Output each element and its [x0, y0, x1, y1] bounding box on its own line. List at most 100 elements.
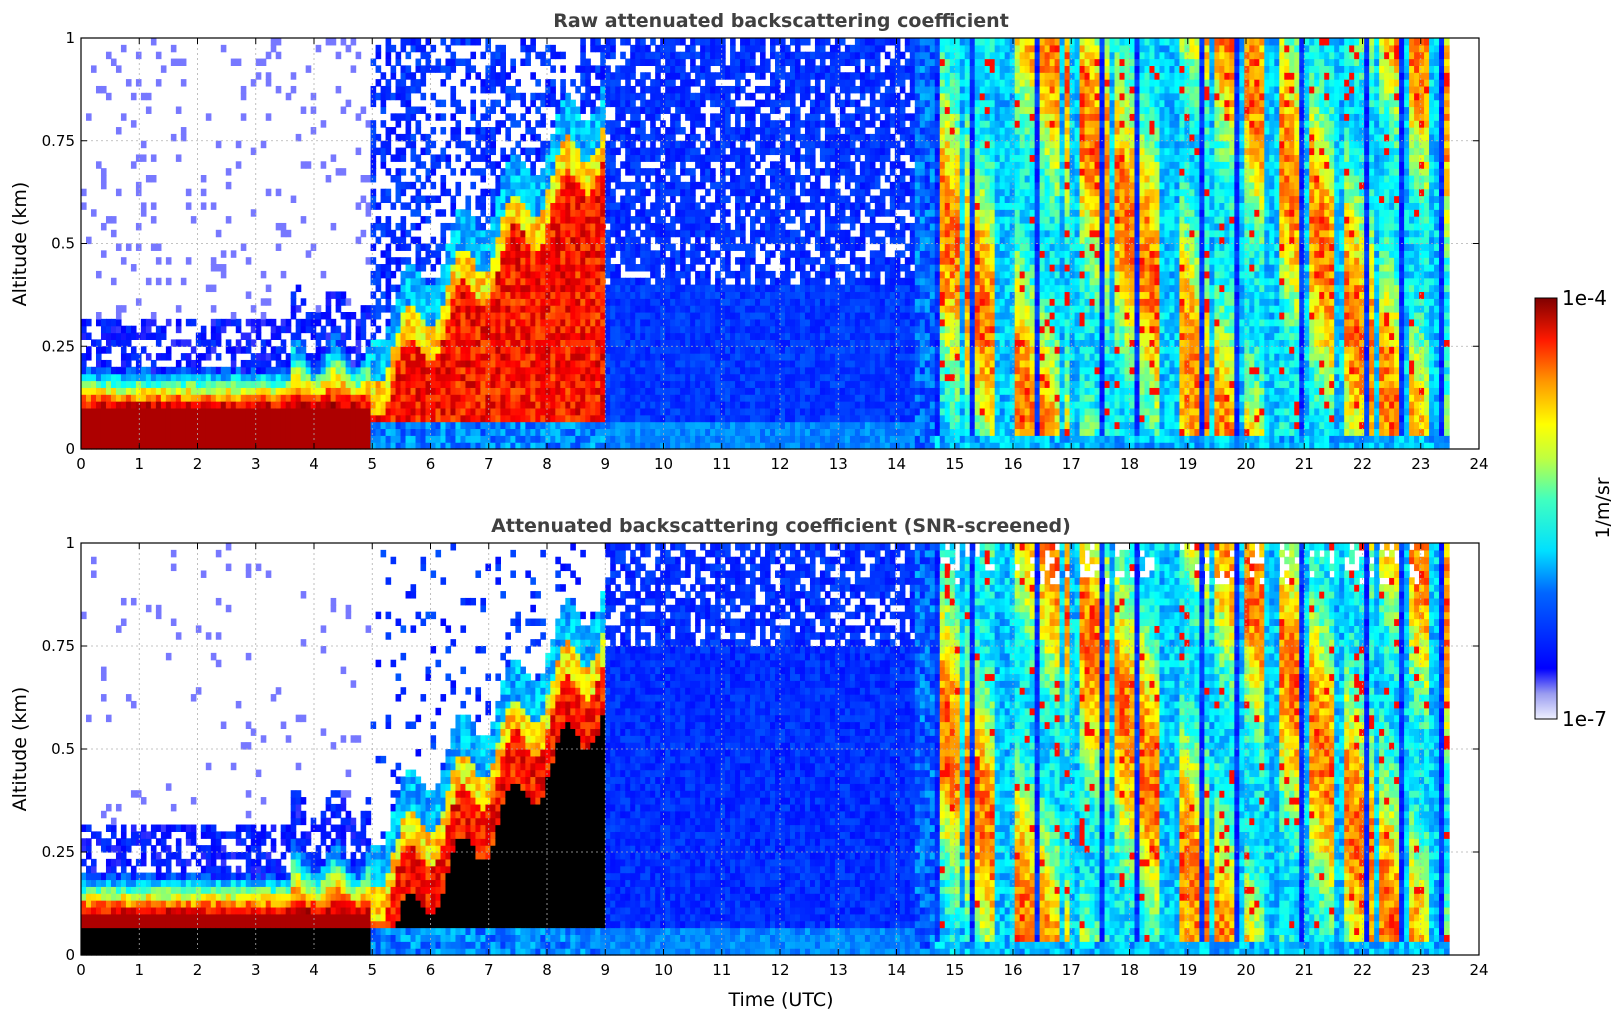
heatmap-cell [585, 175, 591, 183]
heatmap-cell [535, 442, 541, 450]
heatmap-cell [600, 106, 606, 114]
heatmap-cell [400, 394, 407, 402]
heatmap-cell [495, 401, 501, 409]
heatmap-cell [575, 181, 581, 190]
heatmap-cell [460, 277, 467, 286]
heatmap-cell [400, 229, 407, 238]
heatmap-cell [440, 305, 447, 313]
heatmap-cell [520, 305, 526, 313]
heatmap-cell [480, 147, 487, 156]
heatmap-cell [580, 51, 586, 60]
heatmap-cell [210, 414, 217, 423]
heatmap-cell [395, 195, 402, 203]
heatmap-cell [680, 270, 686, 279]
heatmap-cell [385, 257, 392, 265]
heatmap-cell [235, 407, 242, 416]
heatmap-cell [480, 414, 487, 423]
heatmap-cell [500, 359, 506, 368]
heatmap-cell [470, 339, 477, 347]
heatmap-cell [735, 113, 741, 121]
heatmap-cell [145, 401, 152, 409]
heatmap-cell [185, 257, 192, 265]
heatmap-cell [600, 229, 606, 238]
heatmap-cell [545, 442, 551, 450]
heatmap-cell [210, 318, 217, 327]
heatmap-cell [725, 401, 731, 409]
heatmap-cell [390, 325, 397, 334]
heatmap-cell [680, 373, 686, 382]
heatmap-cell [510, 188, 516, 197]
heatmap-cell [180, 401, 187, 409]
heatmap-cell [465, 435, 472, 443]
heatmap-cell [370, 120, 377, 128]
heatmap-cell [610, 147, 616, 156]
heatmap-cell [170, 401, 177, 409]
heatmap-cell [460, 421, 467, 430]
heatmap-cell [425, 140, 432, 149]
heatmap-cell [680, 353, 686, 361]
heatmap-cell [190, 442, 197, 450]
heatmap-cell [700, 312, 706, 320]
heatmap-cell [715, 332, 721, 340]
heatmap-cell [580, 421, 586, 430]
heatmap-cell [365, 401, 372, 409]
heatmap-cell [490, 284, 496, 293]
heatmap-cell [730, 99, 736, 108]
heatmap-cell [465, 366, 472, 375]
heatmap-cell [270, 435, 277, 443]
heatmap-cell [535, 428, 541, 436]
heatmap-cell [725, 414, 731, 423]
heatmap-cell [740, 106, 746, 114]
heatmap-cell [625, 264, 631, 272]
heatmap-cell [435, 435, 442, 443]
heatmap-cell [585, 147, 591, 156]
heatmap-cell [545, 209, 551, 217]
heatmap-cell [530, 270, 536, 279]
heatmap-cell [750, 380, 756, 388]
heatmap-cell [370, 401, 377, 409]
heatmap-cell [490, 325, 496, 334]
heatmap-cell [525, 346, 531, 354]
heatmap-cell [360, 401, 367, 409]
heatmap-cell [370, 133, 377, 142]
heatmap-cell [595, 442, 601, 450]
heatmap-cell [535, 325, 541, 334]
heatmap-cell [650, 222, 656, 231]
heatmap-cell [205, 442, 212, 450]
heatmap-cell [615, 332, 621, 340]
heatmap-cell [635, 394, 641, 402]
heatmap-cell [430, 373, 437, 382]
heatmap-cell [575, 257, 581, 265]
heatmap-cell [585, 168, 591, 176]
heatmap-cell [255, 380, 262, 388]
heatmap-cell [505, 133, 511, 142]
heatmap-cell [750, 243, 756, 251]
heatmap-cell [440, 236, 447, 245]
heatmap-cell [675, 120, 681, 128]
heatmap-cell [455, 120, 462, 128]
heatmap-cell [280, 414, 287, 423]
heatmap-cell [100, 401, 107, 409]
heatmap-cell [430, 298, 437, 306]
heatmap-cell [620, 421, 626, 430]
heatmap-cell [155, 387, 162, 395]
heatmap-cell [130, 387, 137, 395]
heatmap-cell [625, 181, 631, 190]
heatmap-cell [360, 373, 367, 382]
heatmap-cell [445, 243, 452, 251]
heatmap-cell [715, 298, 721, 306]
heatmap-cell [515, 181, 521, 190]
heatmap-cell [760, 394, 766, 402]
heatmap-cell [705, 222, 711, 231]
heatmap-cell [450, 407, 457, 416]
heatmap-cell [385, 442, 392, 450]
heatmap-cell [560, 229, 566, 238]
heatmap-cell [610, 353, 616, 361]
heatmap-cell [680, 414, 686, 423]
heatmap-cell [555, 353, 561, 361]
heatmap-cell [400, 414, 407, 423]
heatmap-cell [545, 250, 551, 258]
heatmap-cell [605, 318, 611, 327]
heatmap-cell [345, 99, 352, 108]
heatmap-cell [295, 394, 302, 402]
